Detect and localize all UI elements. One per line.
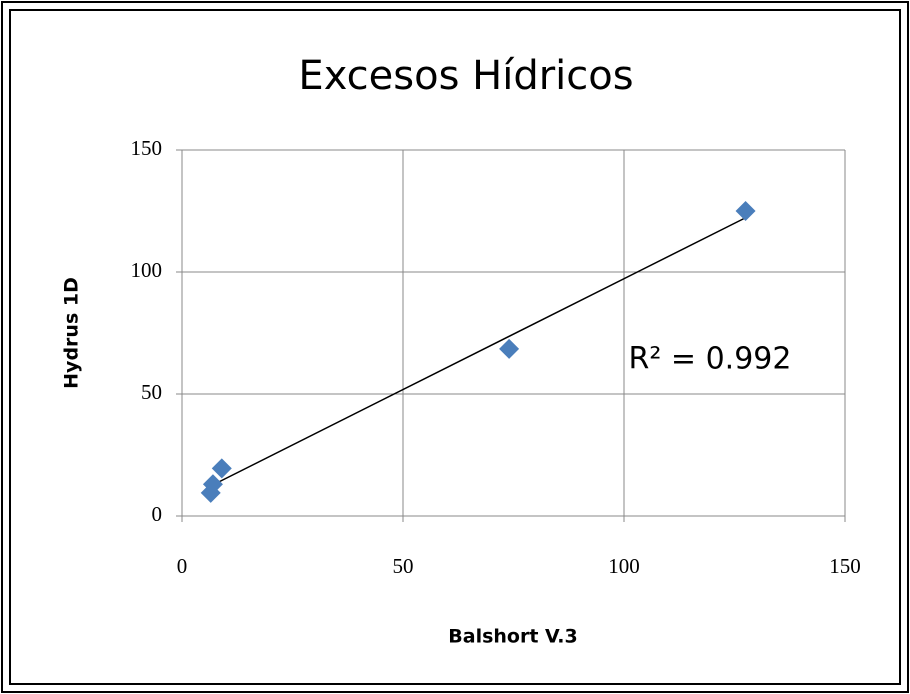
- y-tick-label: 50: [141, 380, 162, 404]
- y-axis-label: Hydrus 1D: [61, 277, 83, 389]
- y-tick-label: 0: [152, 502, 163, 526]
- x-axis-label: Balshort V.3: [448, 626, 577, 648]
- scatter-point: [211, 458, 232, 479]
- y-tick-label: 100: [131, 258, 163, 282]
- x-tick-label: 50: [393, 554, 414, 578]
- x-tick-label: 150: [829, 554, 861, 578]
- x-tick-label: 100: [608, 554, 640, 578]
- scatter-point: [499, 338, 520, 359]
- trendline: [210, 217, 746, 487]
- chart-title: Excesos Hídricos: [298, 53, 633, 99]
- y-tick-label: 150: [131, 136, 163, 160]
- x-tick-label: 0: [177, 554, 188, 578]
- annotation: R² = 0.992: [629, 342, 792, 377]
- scatter-point: [735, 201, 756, 221]
- scatter-point: [202, 474, 223, 495]
- inner-border: [9, 9, 901, 685]
